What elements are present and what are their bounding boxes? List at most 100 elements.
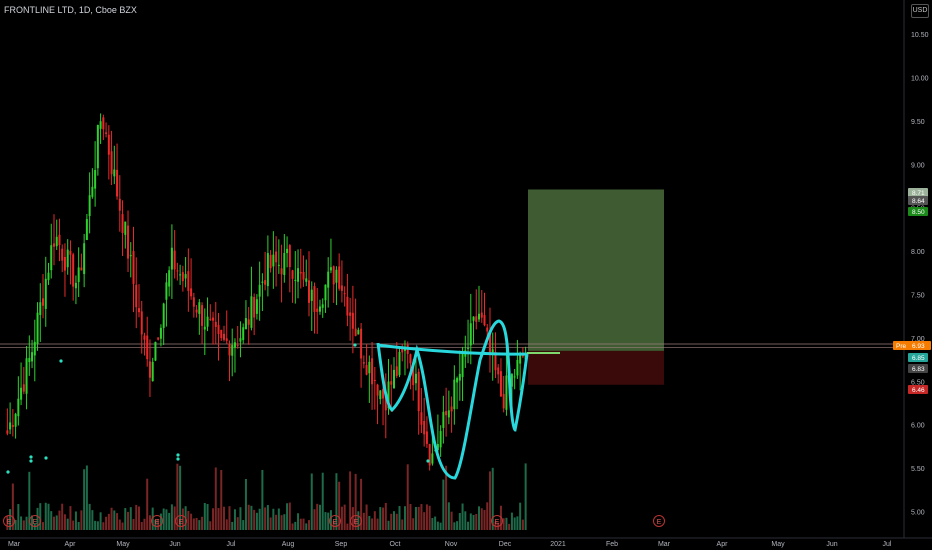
candle-body	[113, 169, 116, 177]
volume-bar	[403, 506, 406, 530]
candle-body	[220, 329, 223, 339]
volume-bar	[261, 469, 264, 530]
volume-bar	[206, 503, 209, 530]
volume-bar	[324, 512, 327, 530]
candle-body	[176, 270, 179, 272]
candle-body	[478, 313, 481, 320]
candle-body	[420, 412, 423, 425]
signal-dot	[426, 459, 430, 463]
candle-body	[173, 250, 176, 270]
candle-body	[275, 251, 278, 263]
candle-body	[212, 317, 215, 321]
candle-body	[184, 274, 187, 279]
profit-zone[interactable]	[528, 189, 664, 351]
loss-zone[interactable]	[528, 350, 664, 385]
volume-bar	[190, 513, 193, 530]
volume-bar	[212, 508, 215, 530]
candle-body	[280, 268, 283, 275]
candle-body	[33, 341, 36, 356]
candle-body	[162, 303, 165, 328]
volume-bar	[11, 483, 14, 530]
volume-bar	[127, 511, 130, 530]
candle-body	[233, 342, 236, 348]
volume-bar	[44, 502, 47, 530]
price-lines	[0, 343, 904, 348]
candle-body	[250, 296, 253, 328]
candle-body	[469, 323, 472, 346]
candle-body	[318, 306, 321, 312]
volume-bar	[519, 502, 522, 530]
head-and-shoulders-drawing[interactable]	[376, 319, 560, 480]
candle-body	[519, 353, 522, 364]
volume-bar	[165, 509, 168, 530]
candle-body	[165, 282, 168, 300]
candle-body	[253, 296, 256, 318]
volume-bar	[280, 515, 283, 530]
earnings-marker-label: E	[333, 519, 338, 526]
volume-bar	[140, 521, 143, 530]
candle-body	[137, 308, 140, 313]
candle-body	[439, 431, 442, 448]
candle-body	[313, 286, 316, 312]
x-tick-label: Feb	[606, 541, 618, 548]
volume-bar	[61, 503, 64, 530]
candle-body	[11, 425, 14, 427]
volume-bar	[88, 503, 91, 530]
volume-bar	[354, 473, 357, 530]
candle-body	[428, 444, 431, 466]
candle-body	[497, 367, 500, 375]
x-tick-label: Jun	[169, 541, 180, 548]
volume-bar	[201, 516, 204, 530]
candle-body	[453, 379, 456, 410]
volume-bar	[505, 517, 508, 530]
volume-bar	[129, 507, 132, 530]
volume-bar	[107, 513, 110, 530]
volume-bar	[431, 518, 434, 530]
volume-bar	[373, 511, 376, 530]
volume-bar	[239, 507, 242, 530]
volume-bar	[414, 506, 417, 530]
volume-bar	[516, 516, 519, 530]
candles	[6, 113, 527, 471]
candle-body	[450, 406, 453, 412]
volume-bar	[425, 504, 428, 530]
volume-bar	[461, 503, 464, 530]
candle-body	[338, 266, 341, 289]
candle-body	[116, 169, 119, 197]
volume-bar	[417, 506, 420, 530]
y-tick-label: 10.00	[911, 76, 929, 83]
volume-bar	[393, 511, 396, 530]
candle-body	[159, 327, 162, 339]
volume-bar	[42, 522, 45, 530]
price-label-bg	[908, 188, 928, 197]
candle-body	[445, 411, 448, 416]
signal-dot	[29, 459, 33, 463]
volume-bar	[450, 511, 453, 530]
volume-bar	[195, 517, 198, 530]
volume-bar	[105, 516, 108, 530]
candle-body	[283, 252, 286, 275]
candle-body	[151, 361, 154, 382]
price-label-value: 6.46	[912, 387, 925, 394]
volume-bar	[253, 509, 256, 530]
candle-body	[105, 132, 108, 134]
volume-bar	[286, 503, 289, 530]
candle-body	[74, 282, 77, 289]
candle-body	[288, 245, 291, 268]
x-tick-label: Apr	[717, 541, 729, 548]
candle-body	[58, 234, 61, 246]
candle-body	[360, 328, 363, 359]
candle-body	[483, 315, 486, 326]
candle-body	[80, 267, 83, 271]
volume-bar	[283, 514, 286, 530]
volume-bar	[233, 509, 236, 530]
candle-body	[181, 272, 184, 282]
candle-body	[401, 348, 404, 353]
candle-body	[198, 302, 201, 314]
time-axis: Mar Apr May Jun Jul Aug Sep Oct Nov Dec 2021 Feb Mar…	[0, 537, 932, 548]
candle-body	[77, 267, 80, 283]
currency-button[interactable]: USD	[911, 4, 929, 18]
volume-bar	[102, 522, 105, 530]
candle-body	[107, 134, 110, 155]
